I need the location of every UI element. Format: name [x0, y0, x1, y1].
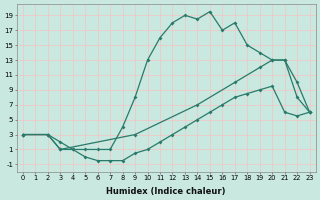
X-axis label: Humidex (Indice chaleur): Humidex (Indice chaleur): [107, 187, 226, 196]
